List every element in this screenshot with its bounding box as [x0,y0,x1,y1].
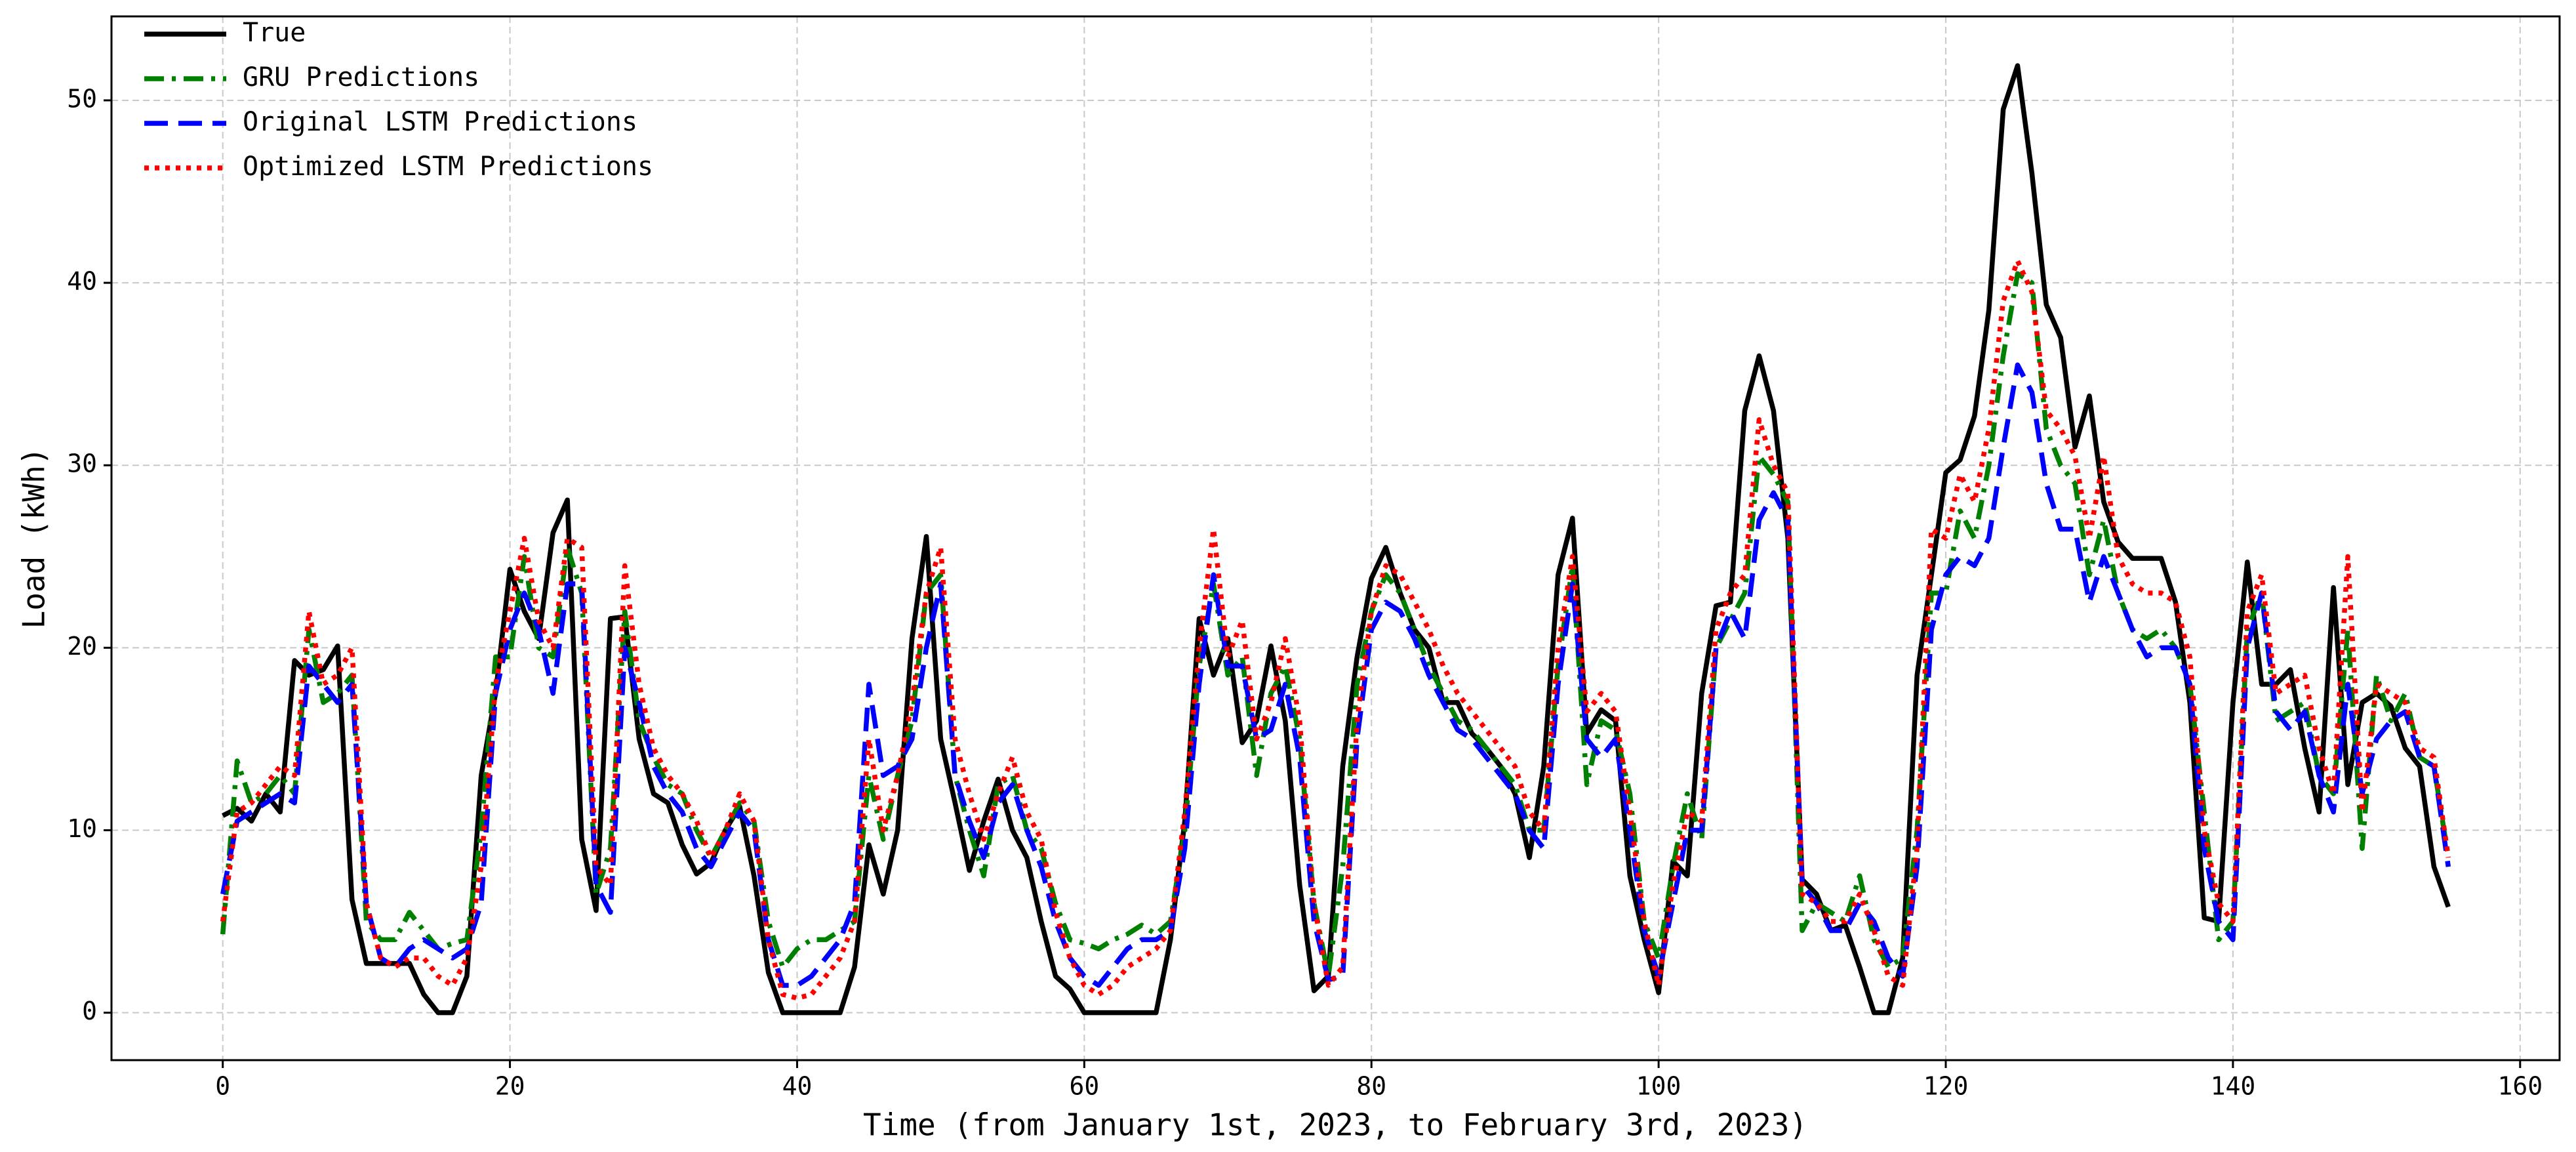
y-tick-label: 50 [67,84,97,113]
x-tick-label: 120 [1923,1072,1969,1101]
grid [111,16,2560,1060]
y-tick-label: 10 [67,814,97,843]
legend: True GRU Predictions Original LSTM Predict… [144,18,653,182]
x-tick-label: 40 [782,1072,813,1101]
legend-label: Optimized LSTM Predictions [243,152,653,182]
y-axis-label: Load (kWh) [16,447,52,629]
legend-label: Original LSTM Predictions [243,107,637,137]
plot-frame [110,15,2561,1061]
x-tick-label: 0 [215,1072,230,1101]
x-tick-label: 80 [1356,1072,1386,1101]
y-tick-label: 30 [67,449,97,478]
lines [220,63,2451,1016]
series-line [221,63,2451,1016]
legend-label: True [243,18,306,48]
series-line [220,271,2451,979]
x-axis-label: Time (from January 1st, 2023, to Februar… [863,1107,1807,1143]
x-tick-label: 20 [495,1072,525,1101]
x-tick-label: 160 [2497,1072,2543,1101]
series-line [220,258,2451,1001]
y-tick-label: 20 [67,632,97,661]
legend-label: GRU Predictions [243,62,479,93]
x-tick-label: 60 [1069,1072,1099,1101]
y-tick-label: 0 [82,997,97,1025]
x-tick-label: 100 [1636,1072,1681,1101]
x-tick-label: 140 [2211,1072,2256,1101]
y-tick-label: 40 [67,267,97,296]
ticks: 0 20 40 60 80 100 120 140 160 0 10 20 30 40 50 [67,84,2543,1100]
